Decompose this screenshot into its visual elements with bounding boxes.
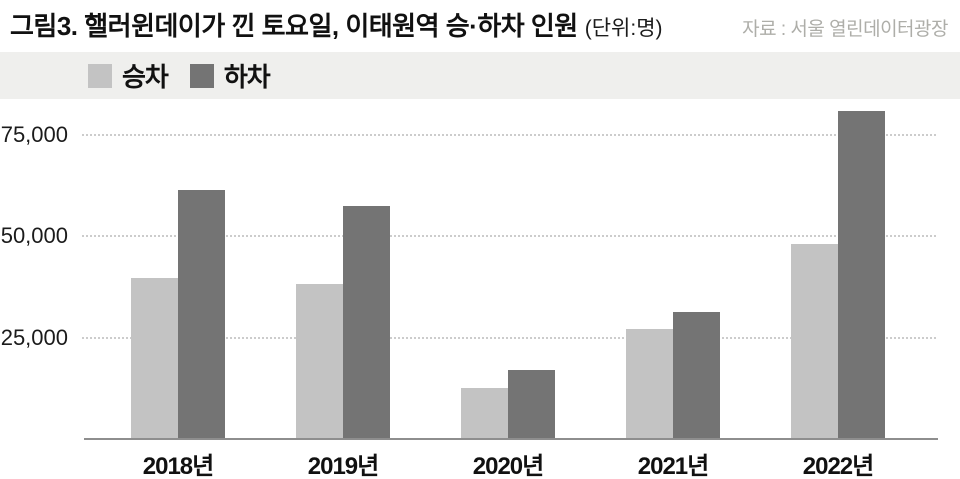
legend-swatch-boarding — [88, 63, 112, 88]
page-title: 그림3. 핼러윈데이가 낀 토요일, 이태원역 승·하차 인원 — [10, 11, 578, 41]
figure-header: 그림3. 핼러윈데이가 낀 토요일, 이태원역 승·하차 인원 (단위:명) 자… — [10, 6, 948, 43]
legend-label-alighting: 하차 — [223, 62, 271, 92]
bar-alighting-2020년 — [508, 370, 555, 439]
y-axis-tick-label-50000: 50,000 — [0, 223, 68, 249]
legend-item-alighting: 하차 — [189, 57, 271, 94]
x-axis-label-2020년: 2020년 — [472, 453, 544, 479]
bar-boarding-2018년 — [131, 277, 178, 439]
y-axis-tick-label-25000: 25,000 — [0, 324, 68, 350]
legend-swatch-alighting — [189, 63, 214, 88]
bar-alighting-2021년 — [673, 312, 720, 439]
gridline-50000 — [82, 235, 936, 238]
x-axis-label-2022년: 2022년 — [802, 453, 874, 479]
x-axis-label-2021년: 2021년 — [637, 453, 709, 479]
gridline-75000 — [82, 134, 936, 136]
bar-boarding-2020년 — [461, 387, 508, 439]
unit-note: (단위:명) — [584, 17, 663, 40]
bar-alighting-2018년 — [178, 190, 225, 439]
x-axis-label-2018년: 2018년 — [142, 453, 214, 479]
bar-alighting-2022년 — [838, 111, 885, 439]
bar-boarding-2021년 — [626, 328, 673, 439]
x-axis-line — [84, 438, 938, 440]
legend: 승차 하차 — [0, 52, 960, 99]
legend-item-boarding: 승차 — [88, 57, 169, 94]
legend-label-boarding: 승차 — [122, 62, 169, 92]
bar-boarding-2022년 — [791, 244, 838, 439]
bar-boarding-2019년 — [296, 284, 343, 439]
gridline-25000 — [82, 336, 936, 339]
bar-alighting-2019년 — [343, 205, 390, 439]
x-axis-label-2019년: 2019년 — [307, 453, 379, 479]
source-credit: 자료 : 서울 열린데이터광장 — [742, 19, 948, 40]
y-axis-tick-label-75000: 75,000 — [0, 122, 68, 147]
